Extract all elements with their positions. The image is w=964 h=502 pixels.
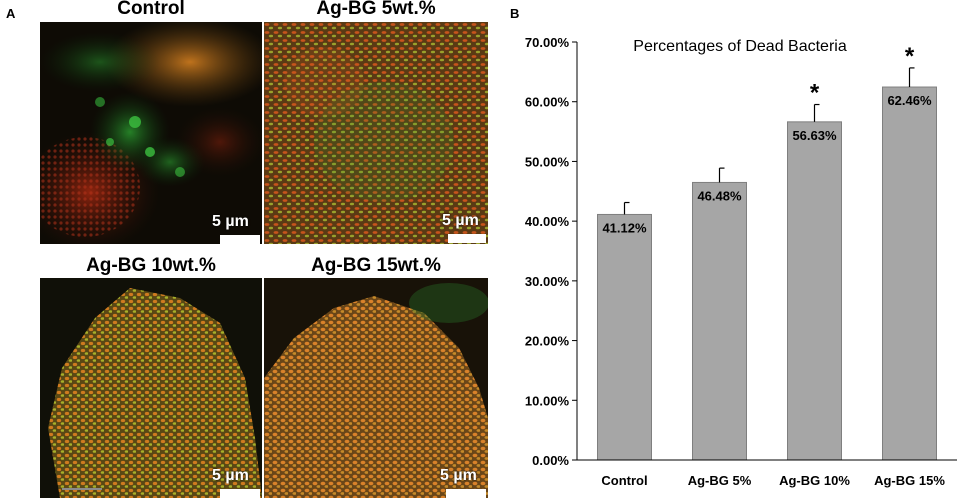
y-tick-label: 0.00%: [532, 453, 569, 468]
bar: [692, 181, 747, 461]
dead-bacteria-bar-chart: Percentages of Dead Bacteria 0.00% 10.00%…: [525, 35, 957, 488]
bar: [882, 86, 937, 461]
panel-b-letter: B: [510, 6, 520, 21]
data-label: 62.46%: [887, 93, 932, 108]
micrograph-control: [40, 22, 262, 244]
micrograph-ag-bg-15: [264, 278, 488, 498]
bar: [787, 121, 842, 461]
bar: [597, 213, 652, 461]
y-tick-label: 30.00%: [525, 274, 570, 289]
x-tick-label: Control: [601, 473, 647, 488]
x-tick-label: Ag-BG 15%: [874, 473, 945, 488]
y-tick-label: 60.00%: [525, 95, 570, 110]
micrograph-title-ag-bg-5: Ag-BG 5wt.%: [316, 0, 436, 19]
x-tick-label: Ag-BG 10%: [779, 473, 850, 488]
data-label: 46.48%: [697, 188, 742, 203]
panel-a-letter: A: [6, 6, 16, 21]
micrograph-title-ag-bg-15: Ag-BG 15wt.%: [311, 255, 441, 276]
x-tick-label: Ag-BG 5%: [688, 473, 752, 488]
y-tick-label: 40.00%: [525, 214, 570, 229]
y-tick-label: 10.00%: [525, 393, 570, 408]
significance-marker: *: [905, 43, 915, 70]
micrograph-ag-bg-5: [264, 22, 488, 244]
scale-label-ag-bg-5: 5 µm: [442, 212, 479, 229]
significance-marker: *: [810, 80, 820, 107]
micrograph-ag-bg-10: [40, 278, 262, 498]
micrograph-title-control: Control: [117, 0, 185, 19]
scale-label-ag-bg-10: 5 µm: [212, 467, 249, 484]
micrograph-title-ag-bg-10: Ag-BG 10wt.%: [86, 255, 216, 276]
scale-label-control: 5 µm: [212, 213, 249, 230]
y-tick-label: 20.00%: [525, 334, 570, 349]
scale-bar-control: [220, 235, 260, 244]
scale-bar-ag-bg-10: [220, 489, 260, 498]
scale-label-ag-bg-15: 5 µm: [440, 467, 477, 484]
scale-bar-ag-bg-15: [446, 489, 486, 498]
data-label: 41.12%: [602, 220, 647, 235]
y-tick-label: 70.00%: [525, 35, 570, 50]
chart-title: Percentages of Dead Bacteria: [633, 38, 847, 55]
data-label: 56.63%: [792, 128, 837, 143]
scale-bar-ag-bg-5: [448, 234, 486, 243]
y-tick-label: 50.00%: [525, 154, 570, 169]
